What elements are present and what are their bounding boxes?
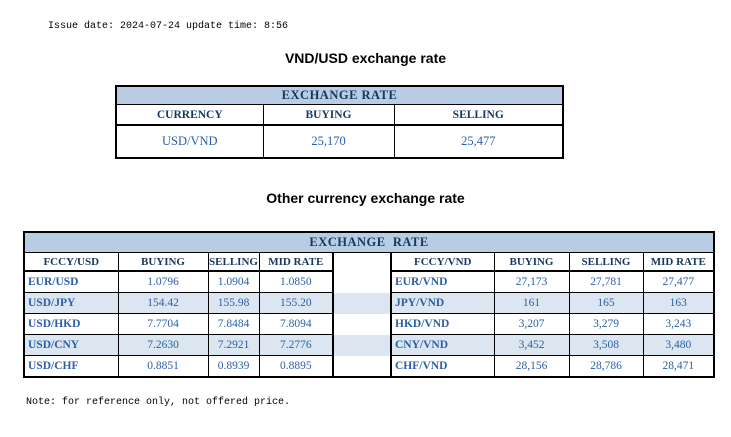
selling-rate-cell: 3,279 [568,313,644,335]
selling-rate-cell: 155.98 [207,292,260,314]
issue-date-text: Issue date: 2024-07-24 update time: 8:56 [48,21,289,32]
column-header-fccy-usd: FCCY/USD [23,252,119,272]
pair-cell: JPY/VND [390,292,495,314]
spacer-cell [332,355,392,377]
pair-cell: USD/JPY [23,292,119,314]
buying-rate-cell: 0.8851 [117,355,209,378]
mid-rate-cell: 0.8895 [258,355,334,378]
selling-rate-cell: 27,781 [568,270,644,293]
other-currency-section-title: Other currency exchange rate [266,190,465,206]
spacer-cell [332,334,392,356]
selling-rate-cell: 0.8939 [207,355,260,378]
column-header-buying: BUYING [117,252,209,272]
column-header-mid-rate: MID RATE [642,252,715,272]
buying-rate-cell: 27,173 [493,270,570,293]
buying-rate-cell: 28,156 [493,355,570,378]
buying-rate-cell: 3,207 [493,313,570,335]
buying-rate-cell: 25,170 [262,124,395,159]
mid-rate-cell: 27,477 [642,270,715,293]
spacer-cell [332,271,392,293]
column-header-buying: BUYING [493,252,570,272]
spacer-cell [332,252,392,271]
mid-rate-cell: 28,471 [642,355,715,378]
exchange-rate-header: EXCHANGE RATE [115,85,564,105]
buying-rate-cell: 154.42 [117,292,209,314]
buying-rate-cell: 161 [493,292,570,314]
buying-rate-cell: 7.2630 [117,334,209,356]
selling-rate-cell: 3,508 [568,334,644,356]
column-header-mid-rate: MID RATE [258,252,334,272]
table-row: USD/CNY 7.2630 7.2921 7.2776 CNY/VND 3,4… [23,334,715,356]
mid-rate-cell: 1.0850 [258,270,334,293]
table-row: USD/CHF 0.8851 0.8939 0.8895 CHF/VND 28,… [23,355,715,378]
selling-rate-cell: 25,477 [393,124,564,159]
spacer-cell [332,313,392,335]
buying-rate-cell: 1.0796 [117,270,209,293]
exchange-rate-header: EXCHANGE RATE [23,231,715,253]
mid-rate-cell: 7.2776 [258,334,334,356]
selling-rate-cell: 28,786 [568,355,644,378]
mid-rate-cell: 3,480 [642,334,715,356]
selling-rate-cell: 1.0904 [207,270,260,293]
pair-cell: EUR/USD [23,270,119,293]
buying-rate-cell: 3,452 [493,334,570,356]
pair-cell: USD/CNY [23,334,119,356]
footer-note-text: Note: for reference only, not offered pr… [26,397,291,408]
column-header-fccy-vnd: FCCY/VND [390,252,495,272]
table-row: USD/HKD 7.7704 7.8484 7.8094 HKD/VND 3,2… [23,313,715,335]
column-header-selling: SELLING [568,252,644,272]
table-row: USD/JPY 154.42 155.98 155.20 JPY/VND 161… [23,292,715,314]
pair-cell: USD/CHF [23,355,119,378]
table-header-row: EXCHANGE RATE [23,231,715,253]
column-header-row: FCCY/USD BUYING SELLING MID RATE FCCY/VN… [23,252,715,272]
pair-cell: CNY/VND [390,334,495,356]
column-header-currency: CURRENCY [115,104,264,126]
column-header-row: CURRENCY BUYING SELLING [115,104,564,126]
mid-rate-cell: 7.8094 [258,313,334,335]
vnd-usd-section-title: VND/USD exchange rate [284,50,447,66]
column-header-selling: SELLING [393,104,564,126]
table-row: USD/VND 25,170 25,477 [115,124,564,159]
selling-rate-cell: 7.2921 [207,334,260,356]
selling-rate-cell: 165 [568,292,644,314]
table-header-row: EXCHANGE RATE [115,85,564,105]
usd-vnd-rate-table: EXCHANGE RATE CURRENCY BUYING SELLING US… [115,85,564,159]
pair-cell: HKD/VND [390,313,495,335]
spacer-cell [332,292,392,314]
column-header-buying: BUYING [262,104,395,126]
column-header-selling: SELLING [207,252,260,272]
mid-rate-cell: 155.20 [258,292,334,314]
table-row: EUR/USD 1.0796 1.0904 1.0850 EUR/VND 27,… [23,270,715,293]
selling-rate-cell: 7.8484 [207,313,260,335]
other-currency-rate-table: EXCHANGE RATE FCCY/USD BUYING SELLING MI… [23,231,716,378]
pair-cell: CHF/VND [390,355,495,378]
pair-cell: EUR/VND [390,270,495,293]
pair-cell: USD/HKD [23,313,119,335]
buying-rate-cell: 7.7704 [117,313,209,335]
mid-rate-cell: 3,243 [642,313,715,335]
currency-pair-cell: USD/VND [115,124,264,159]
mid-rate-cell: 163 [642,292,715,314]
